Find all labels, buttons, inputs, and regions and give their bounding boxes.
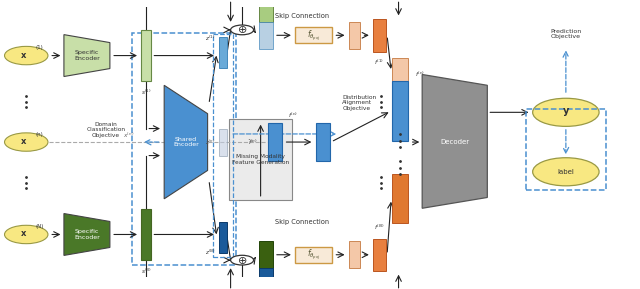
Text: $s^{(1)}$: $s^{(1)}$ — [141, 87, 152, 97]
Text: $f^{(1)}$: $f^{(1)}$ — [374, 58, 385, 67]
Text: $z^{(1)}$: $z^{(1)}$ — [205, 33, 215, 43]
Bar — [141, 30, 152, 81]
Bar — [373, 238, 386, 271]
Bar — [349, 241, 360, 268]
Circle shape — [532, 98, 599, 126]
Bar — [392, 58, 408, 85]
Text: Specific
Encoder: Specific Encoder — [74, 229, 100, 240]
Text: Shared
Encoder: Shared Encoder — [173, 137, 199, 147]
Text: Skip Connection: Skip Connection — [275, 13, 330, 18]
Text: Distribution
Alignment
Objective: Distribution Alignment Objective — [342, 95, 376, 111]
Text: (1): (1) — [35, 45, 43, 50]
Text: $z^{(N)}$: $z^{(N)}$ — [205, 247, 216, 257]
Text: $z^{(n)}$: $z^{(n)}$ — [205, 137, 215, 147]
Text: $f_{\theta_{poj}}$: $f_{\theta_{poj}}$ — [307, 28, 321, 42]
Bar — [259, 22, 273, 49]
Bar — [219, 222, 227, 253]
Text: Skip Connection: Skip Connection — [275, 219, 330, 225]
FancyBboxPatch shape — [229, 119, 292, 200]
Text: $\hat{f}^{(n)}$: $\hat{f}^{(n)}$ — [248, 137, 257, 147]
Text: $\mathbf{x}$: $\mathbf{x}$ — [20, 229, 28, 238]
Circle shape — [230, 25, 253, 35]
Bar — [295, 27, 332, 43]
Bar — [219, 37, 227, 68]
Text: $\mathbf{x}$: $\mathbf{x}$ — [20, 51, 28, 60]
Polygon shape — [64, 214, 110, 255]
Bar — [373, 19, 386, 51]
Text: $s^{(N)}$: $s^{(N)}$ — [141, 266, 152, 276]
Bar — [141, 209, 152, 260]
Bar — [392, 81, 408, 141]
Bar — [259, 241, 273, 268]
Text: $\oplus$: $\oplus$ — [237, 24, 247, 35]
Bar — [316, 123, 330, 161]
Text: (n): (n) — [35, 132, 43, 137]
Text: Decoder: Decoder — [440, 139, 469, 145]
Text: $f^{(n)}$: $f^{(n)}$ — [415, 70, 425, 79]
Circle shape — [230, 255, 253, 265]
Polygon shape — [164, 85, 207, 199]
Text: label: label — [557, 169, 574, 175]
Bar — [349, 22, 360, 49]
Text: Missing Modality
Feature Generation: Missing Modality Feature Generation — [232, 154, 289, 165]
Text: $f_{\theta_{poj}}$: $f_{\theta_{poj}}$ — [307, 247, 321, 262]
Circle shape — [4, 133, 48, 151]
Bar — [259, 268, 273, 289]
Circle shape — [532, 158, 599, 186]
Text: Prediction
Objective: Prediction Objective — [550, 29, 582, 39]
Bar — [392, 175, 408, 223]
Text: $x^{(n)}$: $x^{(n)}$ — [123, 131, 134, 140]
Bar — [259, 0, 273, 22]
Text: $\mathbf{y}$: $\mathbf{y}$ — [562, 105, 570, 118]
Bar — [268, 123, 282, 161]
Text: $f^{(N)}$: $f^{(N)}$ — [374, 223, 385, 232]
Text: $\mathbf{x}$: $\mathbf{x}$ — [20, 137, 28, 146]
Text: $\oplus$: $\oplus$ — [237, 255, 247, 266]
Bar — [219, 129, 227, 155]
Text: Domain
Classification
Objective: Domain Classification Objective — [86, 122, 125, 138]
Polygon shape — [422, 75, 487, 208]
Circle shape — [4, 225, 48, 244]
Text: (N): (N) — [35, 224, 44, 229]
Text: $f^{(n)}$: $f^{(n)}$ — [288, 110, 298, 120]
Text: Specific
Encoder: Specific Encoder — [74, 50, 100, 61]
Polygon shape — [64, 35, 110, 77]
Bar — [295, 247, 332, 263]
Circle shape — [4, 46, 48, 65]
